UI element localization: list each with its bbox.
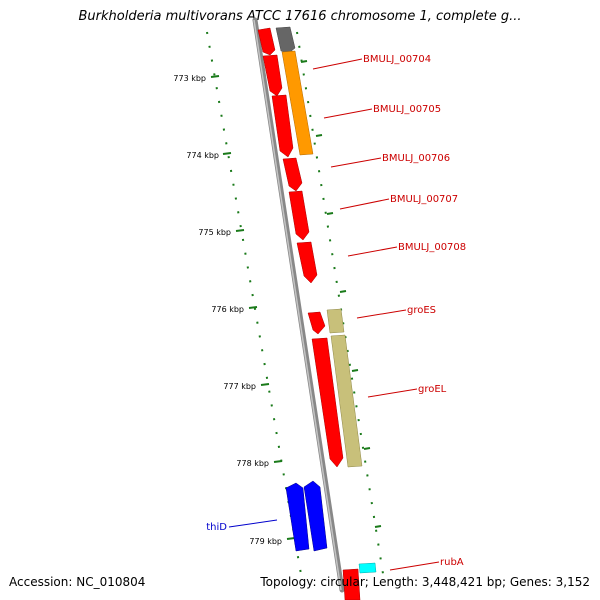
gene-label-bmulj-00705[interactable]: BMULJ_00705 (373, 104, 441, 115)
connector-bmulj-00707 (339, 198, 390, 210)
gene-feature-red[interactable] (288, 190, 310, 241)
tick-773 (210, 75, 220, 78)
gene-feature-khaki[interactable] (326, 308, 345, 334)
outer-tick-5 (351, 369, 359, 372)
tick-label-776: 776 kbp (211, 305, 244, 314)
connector-bmulj-00706 (330, 157, 382, 168)
connector-bmulj-00705 (323, 108, 373, 119)
connector-bmulj-00704 (312, 58, 363, 70)
gene-feature-blue[interactable] (285, 482, 310, 552)
tick-labels: 773 kbp 774 kbp 775 kbp 776 kbp 777 kbp … (173, 74, 282, 546)
gene-feature-red[interactable] (307, 311, 326, 335)
gene-label-groel[interactable]: groEL (418, 384, 447, 395)
tick-776 (248, 306, 258, 309)
gene-label-bmulj-00708[interactable]: BMULJ_00708 (398, 242, 466, 253)
gene-feature-cyan[interactable] (358, 562, 377, 574)
outer-dotted-guide (296, 31, 385, 581)
tick-label-778: 778 kbp (236, 459, 269, 468)
tick-775 (235, 229, 245, 232)
tick-774 (222, 152, 232, 155)
gene-label-bmulj-00704[interactable]: BMULJ_00704 (363, 54, 431, 65)
tick-779 (286, 537, 296, 540)
gene-feature-red[interactable] (342, 568, 361, 600)
gene-label-bmulj-00707[interactable]: BMULJ_00707 (390, 194, 458, 205)
gene-labels: BMULJ_00704 BMULJ_00705 BMULJ_00706 BMUL… (206, 54, 466, 568)
gene-feature-red[interactable] (282, 157, 303, 192)
tick-777 (260, 383, 270, 386)
connector-thid (228, 519, 278, 528)
gene-feature-red[interactable] (262, 54, 283, 97)
outer-tick-4 (339, 290, 347, 293)
connector-bmulj-00708 (347, 246, 398, 257)
tick-label-777: 777 kbp (223, 382, 256, 391)
gene-label-bmulj-00706[interactable]: BMULJ_00706 (382, 153, 450, 164)
gene-feature-gray[interactable] (275, 26, 296, 54)
outer-tick-2 (315, 134, 323, 137)
tick-778 (273, 460, 283, 463)
connector-groel (367, 388, 418, 398)
outer-tick-1 (300, 60, 308, 63)
backbone-highlight (253, 19, 342, 591)
gene-feature-orange[interactable] (281, 50, 314, 156)
gene-feature-red[interactable] (271, 94, 294, 158)
gene-feature-khaki[interactable] (330, 334, 363, 468)
gene-feature-red[interactable] (257, 27, 276, 56)
connector-groes (356, 309, 407, 319)
tick-label-774: 774 kbp (186, 151, 219, 160)
genome-summary-text: Topology: circular; Length: 3,448,421 bp… (260, 575, 590, 589)
gene-track-inner (257, 26, 361, 600)
gene-label-ruba[interactable]: rubA (440, 557, 464, 568)
gene-track-blue (285, 480, 328, 552)
tick-label-779: 779 kbp (249, 537, 282, 546)
gene-feature-blue[interactable] (303, 480, 328, 552)
backbone-line (252, 17, 345, 593)
tick-label-773: 773 kbp (173, 74, 206, 83)
accession-text: Accession: NC_010804 (9, 575, 146, 589)
gene-label-thid[interactable]: thiD (206, 522, 227, 533)
connector-ruba (389, 561, 440, 571)
label-connectors (228, 58, 440, 571)
gene-feature-red[interactable] (311, 337, 344, 468)
tick-marks (210, 60, 382, 540)
outer-tick-7 (374, 525, 382, 528)
tick-label-775: 775 kbp (198, 228, 231, 237)
outer-tick-3 (326, 212, 334, 215)
gene-feature-red[interactable] (296, 241, 318, 284)
map-title: Burkholderia multivorans ATCC 17616 chro… (78, 9, 522, 24)
gene-label-groes[interactable]: groES (407, 305, 436, 316)
outer-tick-6 (363, 447, 371, 450)
gene-track-outer (281, 50, 377, 574)
